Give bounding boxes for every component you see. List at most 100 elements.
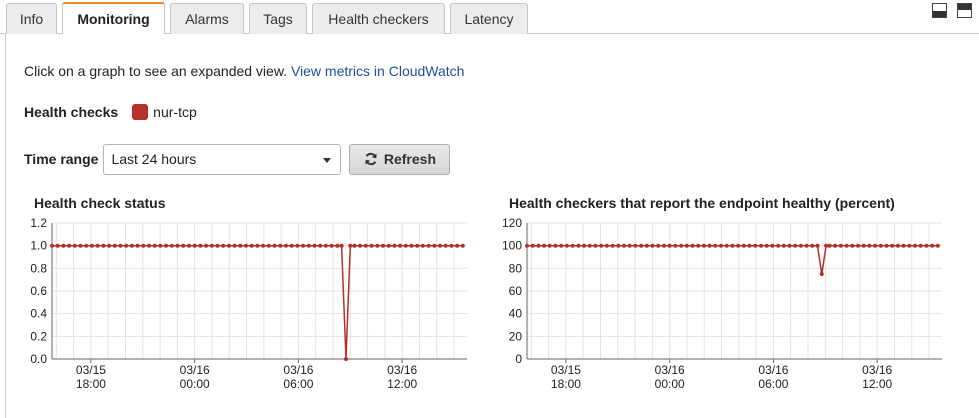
data-point xyxy=(713,243,718,248)
data-point xyxy=(815,243,820,248)
data-point xyxy=(622,243,626,248)
data-point xyxy=(833,243,838,248)
data-point xyxy=(449,243,454,248)
maximize-icon[interactable] xyxy=(957,3,972,18)
health-check-status-chart[interactable]: Health check status 1.2 1.0 0.8 0.6 0.4 0.2 0.… xyxy=(24,195,474,395)
x-tick-label-date: 03/15 xyxy=(551,363,581,377)
x-tick-label-time: 12:00 xyxy=(862,377,892,391)
data-point xyxy=(344,357,348,361)
tab-alarms[interactable]: Alarms xyxy=(170,3,244,34)
data-point xyxy=(415,243,420,248)
data-point xyxy=(101,243,106,248)
data-point xyxy=(627,243,632,248)
data-point xyxy=(587,243,592,248)
data-point xyxy=(460,243,465,248)
y-tick-label: 1.0 xyxy=(30,239,47,253)
data-point xyxy=(827,243,832,248)
data-point xyxy=(764,243,769,248)
data-point xyxy=(95,243,100,248)
x-tick-label-time: 06:00 xyxy=(758,377,788,391)
data-point xyxy=(129,243,134,248)
data-point xyxy=(50,243,54,248)
y-tick-label: 120 xyxy=(502,216,522,230)
data-point xyxy=(861,243,866,248)
data-point xyxy=(935,243,940,248)
data-point xyxy=(278,243,283,248)
data-point xyxy=(844,243,849,248)
refresh-icon xyxy=(365,152,377,166)
data-point xyxy=(741,243,746,248)
data-point xyxy=(890,243,895,248)
data-point xyxy=(135,243,140,248)
data-point xyxy=(776,243,781,248)
data-point xyxy=(443,243,448,248)
data-point xyxy=(164,243,169,248)
data-point xyxy=(525,243,529,248)
data-point xyxy=(426,243,431,248)
time-range-row: Time range Last 24 hours Refresh xyxy=(24,143,451,175)
series-line xyxy=(52,244,463,360)
data-point xyxy=(610,243,615,248)
cloudwatch-link[interactable]: View metrics in CloudWatch xyxy=(290,63,465,79)
series-color-swatch xyxy=(132,104,149,120)
time-range-select[interactable]: Last 24 hours xyxy=(103,143,342,175)
data-point xyxy=(616,243,621,248)
x-tick-label-date: 03/16 xyxy=(180,363,210,377)
data-point xyxy=(770,243,775,248)
data-point xyxy=(175,243,180,248)
data-point xyxy=(564,243,569,248)
series-line xyxy=(527,244,938,275)
data-point xyxy=(724,243,729,248)
data-point xyxy=(873,243,878,248)
data-point xyxy=(787,243,792,248)
tab-tags[interactable]: Tags xyxy=(249,3,307,34)
data-point xyxy=(272,243,277,248)
data-point xyxy=(656,243,661,248)
tab-health-checkers[interactable]: Health checkers xyxy=(312,3,445,34)
data-point xyxy=(392,243,397,248)
tab-monitoring[interactable]: Monitoring xyxy=(62,2,165,34)
data-point xyxy=(329,243,334,248)
data-point xyxy=(221,243,226,248)
data-point xyxy=(289,243,294,248)
data-point xyxy=(78,243,83,248)
data-point xyxy=(335,243,340,248)
data-point xyxy=(884,243,889,248)
data-point xyxy=(158,243,163,248)
data-point xyxy=(793,243,798,248)
data-point xyxy=(249,243,254,248)
data-point xyxy=(559,243,564,248)
data-point xyxy=(690,243,695,248)
tab-info[interactable]: Info xyxy=(6,3,57,34)
x-tick-label-time: 12:00 xyxy=(387,377,417,391)
data-point xyxy=(358,243,363,248)
data-point xyxy=(55,243,60,248)
data-point xyxy=(798,243,803,248)
data-point xyxy=(301,243,306,248)
chart-title: Health check status xyxy=(34,195,166,211)
chart-title: Health checkers that report the endpoint… xyxy=(509,195,895,211)
data-point xyxy=(753,243,758,248)
data-point xyxy=(684,243,689,248)
healthy-percent-chart[interactable]: Health checkers that report the endpoint… xyxy=(499,195,949,395)
data-point xyxy=(781,243,786,248)
data-point xyxy=(901,243,906,248)
x-tick-label-date: 03/16 xyxy=(283,363,313,377)
data-point xyxy=(736,243,741,248)
data-point xyxy=(547,243,552,248)
time-range-label: Time range xyxy=(24,151,99,167)
data-point xyxy=(215,243,220,248)
data-point xyxy=(576,243,581,248)
minimize-icon[interactable] xyxy=(932,3,947,18)
data-point xyxy=(261,243,266,248)
data-point xyxy=(381,243,385,248)
data-point xyxy=(226,243,231,248)
x-tick-label-time: 00:00 xyxy=(655,377,685,391)
x-tick-label-time: 18:00 xyxy=(551,377,581,391)
data-point xyxy=(438,243,442,248)
refresh-button[interactable]: Refresh xyxy=(349,143,451,175)
y-tick-label: 60 xyxy=(509,284,523,298)
data-point xyxy=(819,272,824,276)
tab-latency[interactable]: Latency xyxy=(450,3,528,34)
data-point xyxy=(432,243,437,248)
